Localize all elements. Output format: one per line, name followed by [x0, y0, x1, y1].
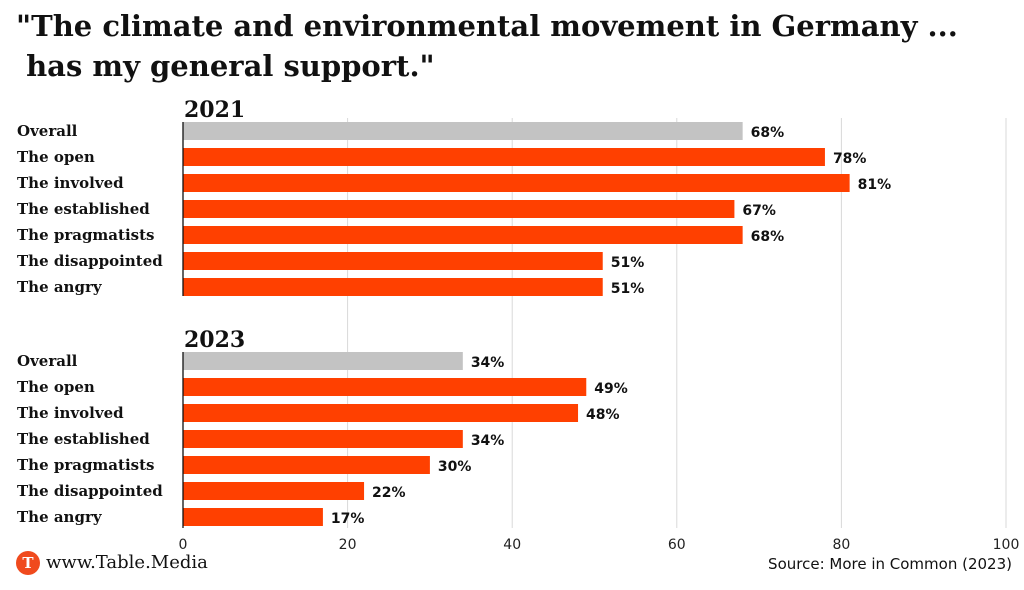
bar-2023-the-involved [183, 404, 579, 422]
group-label-2023: 2023 [184, 327, 245, 353]
bar-2023-overall [183, 352, 463, 370]
category-label-2021-the-pragmatists: The pragmatists [17, 226, 154, 244]
table-media-logo-icon: T [16, 551, 40, 575]
bar-2023-the-established [183, 430, 463, 448]
chart-title-line-2: has my general support." [16, 49, 435, 83]
x-tick-label-80: 80 [832, 537, 850, 553]
value-label-2023-the-established: 34% [471, 433, 505, 449]
value-label-2023-overall: 34% [471, 355, 505, 371]
x-tick-label-20: 20 [339, 537, 357, 553]
bar-2023-the-pragmatists [183, 456, 430, 474]
category-label-2021-the-angry: The angry [17, 278, 103, 296]
bar-2021-overall [183, 122, 743, 140]
bar-2021-the-involved [183, 174, 850, 192]
category-label-2023-the-angry: The angry [17, 508, 103, 526]
bar-2021-the-established [183, 200, 735, 218]
chart-title: "The climate and environmental movement … [16, 6, 1016, 86]
bar-2023-the-open [183, 378, 587, 396]
bar-2021-the-angry [183, 278, 603, 296]
bar-2023-the-angry [183, 508, 323, 526]
x-tick-label-100: 100 [993, 537, 1020, 553]
category-label-2021-the-involved: The involved [17, 174, 124, 192]
footer-source: Source: More in Common (2023) [768, 555, 1012, 573]
category-label-2023-the-involved: The involved [17, 404, 124, 422]
category-label-2021-the-disappointed: The disappointed [17, 252, 163, 270]
footer-site-link[interactable]: www.Table.Media [46, 552, 208, 573]
value-label-2023-the-angry: 17% [331, 511, 365, 527]
bar-2021-the-pragmatists [183, 226, 743, 244]
bar-2023-the-disappointed [183, 482, 365, 500]
category-label-2021-overall: Overall [17, 122, 78, 140]
value-label-2023-the-pragmatists: 30% [438, 459, 472, 475]
value-label-2023-the-disappointed: 22% [372, 485, 406, 501]
value-label-2023-the-open: 49% [594, 381, 628, 397]
value-label-2021-the-pragmatists: 68% [751, 229, 785, 245]
x-tick-label-40: 40 [503, 537, 521, 553]
bar-2021-the-disappointed [183, 252, 603, 270]
value-label-2023-the-involved: 48% [586, 407, 620, 423]
x-tick-label-60: 60 [668, 537, 686, 553]
value-label-2021-the-open: 78% [833, 151, 867, 167]
category-label-2023-the-pragmatists: The pragmatists [17, 456, 154, 474]
value-label-2021-the-disappointed: 51% [611, 255, 645, 271]
bar-2021-the-open [183, 148, 825, 166]
value-label-2021-the-angry: 51% [611, 281, 645, 297]
category-label-2023-the-established: The established [17, 430, 150, 448]
category-label-2023-the-open: The open [17, 378, 95, 396]
chart-title-line-1: "The climate and environmental movement … [16, 9, 958, 43]
value-label-2021-overall: 68% [751, 125, 785, 141]
category-label-2023-the-disappointed: The disappointed [17, 482, 163, 500]
category-label-2021-the-established: The established [17, 200, 150, 218]
group-label-2021: 2021 [184, 97, 245, 123]
category-label-2023-overall: Overall [17, 352, 78, 370]
value-label-2021-the-involved: 81% [858, 177, 892, 193]
x-tick-label-0: 0 [179, 537, 188, 553]
category-label-2021-the-open: The open [17, 148, 95, 166]
value-label-2021-the-established: 67% [742, 203, 776, 219]
